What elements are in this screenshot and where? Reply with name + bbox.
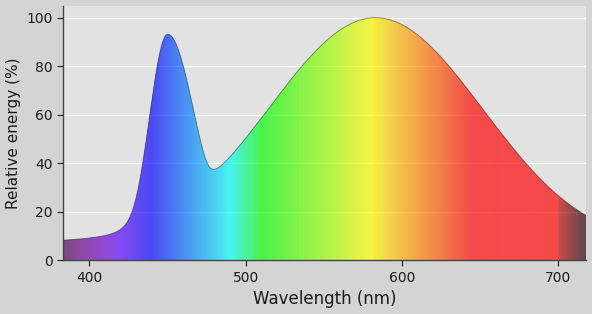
X-axis label: Wavelength (nm): Wavelength (nm) — [253, 290, 397, 308]
Y-axis label: Relative energy (%): Relative energy (%) — [5, 57, 21, 209]
